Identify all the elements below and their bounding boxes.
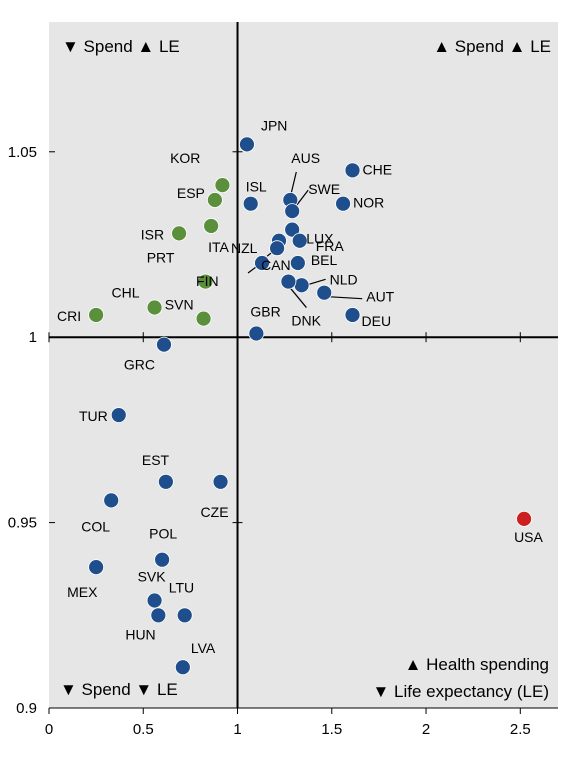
- point-lux: [284, 221, 301, 238]
- point-swe: [284, 203, 301, 220]
- point-label-tur: TUR: [79, 408, 108, 424]
- point-label-fin: FIN: [196, 273, 219, 289]
- point-cri: [88, 307, 105, 323]
- point-grc: [156, 336, 172, 353]
- point-nor: [335, 195, 351, 212]
- point-label-aus: AUS: [291, 150, 320, 166]
- point-label-jpn: JPN: [261, 117, 287, 133]
- point-label-deu: DEU: [362, 313, 392, 329]
- point-label-gbr: GBR: [250, 303, 280, 319]
- point-label-pol: POL: [149, 526, 177, 542]
- y-tick-label: 1.05: [8, 144, 37, 161]
- point-label-can: CAN: [261, 257, 291, 273]
- point-label-svn: SVN: [165, 297, 194, 313]
- point-label-chl: CHL: [112, 285, 140, 301]
- quadrant-label-top-left: ▼ Spend ▲ LE: [62, 37, 180, 56]
- point-mex: [88, 559, 105, 575]
- x-tick-label: 0.5: [133, 721, 154, 738]
- point-label-nor: NOR: [353, 195, 384, 211]
- point-jpn: [239, 136, 255, 153]
- point-hun: [150, 607, 167, 624]
- point-label-che: CHE: [363, 161, 393, 177]
- point-prt: [197, 273, 214, 290]
- tick-labels: 0 0.5 1 1.5 2 2.5 0.9 0.95 1 1.05: [8, 144, 531, 738]
- point-label-esp: ESP: [177, 185, 205, 201]
- point-ltu: [176, 607, 193, 624]
- point-label-nld: NLD: [330, 271, 358, 287]
- y-tick-label: 0.95: [8, 515, 37, 532]
- point-esp: [206, 192, 223, 208]
- point-label-fra: FRA: [316, 238, 345, 254]
- point-ita: [203, 218, 220, 234]
- x-tick-label: 2: [422, 721, 430, 738]
- point-label-aut: AUT: [366, 289, 394, 305]
- x-tick-label: 1: [233, 721, 241, 738]
- point-label-kor: KOR: [170, 150, 200, 166]
- x-tick-label: 0: [45, 721, 53, 738]
- point-label-cri: CRI: [57, 308, 81, 324]
- legend-health-spending: ▲ Health spending: [405, 655, 549, 674]
- point-label-grc: GRC: [124, 357, 155, 373]
- point-svn: [195, 310, 212, 327]
- point-label-dnk: DNK: [291, 313, 321, 329]
- point-label-lux: LUX: [306, 231, 334, 247]
- point-fra: [291, 232, 308, 249]
- x-tick-label: 1.5: [321, 721, 342, 738]
- data-points: [88, 136, 532, 676]
- point-nld: [293, 277, 310, 294]
- point-dnk: [280, 273, 297, 290]
- legend-life-expectancy: ▼ Life expectancy (LE): [372, 682, 549, 701]
- point-usa: [516, 510, 532, 527]
- point-col: [103, 492, 120, 509]
- point-label-hun: HUN: [125, 626, 155, 642]
- point-bel: [289, 255, 306, 271]
- point-pol: [154, 551, 171, 568]
- leader-line-aut: [328, 296, 363, 300]
- point-labels: JPN KOR ESP ISR ITA PRT CHL SVN CRI ISL AUS SWE CHE N…: [57, 117, 544, 656]
- point-label-isl: ISL: [246, 179, 267, 195]
- point-label-lva: LVA: [191, 640, 216, 656]
- quadrant-label-top-right: ▲ Spend ▲ LE: [433, 37, 551, 56]
- point-gbr: [248, 325, 265, 342]
- point-label-prt: PRT: [147, 250, 175, 266]
- point-isr: [171, 225, 187, 242]
- point-label-cze: CZE: [201, 504, 229, 520]
- point-label-bel: BEL: [311, 252, 338, 268]
- point-isl: [242, 195, 259, 212]
- point-label-ltu: LTU: [169, 579, 194, 595]
- point-label-mex: MEX: [67, 584, 98, 600]
- point-est: [157, 473, 174, 490]
- point-deu: [344, 307, 361, 323]
- y-tick-label: 1: [29, 329, 37, 346]
- point-label-usa: USA: [514, 529, 543, 545]
- plot-background: [49, 22, 558, 708]
- x-tick-label: 2.5: [510, 721, 531, 738]
- point-can: [269, 240, 286, 257]
- point-label-swe: SWE: [308, 181, 340, 197]
- point-label-ita: ITA: [208, 239, 229, 255]
- quadrant-labels: ▼ Spend ▲ LE ▲ Spend ▲ LE ▼ Spend ▼ LE ▲…: [60, 37, 551, 701]
- point-label-svk: SVK: [138, 568, 167, 584]
- point-lva: [174, 659, 191, 676]
- point-fin: [254, 255, 270, 271]
- point-label-est: EST: [142, 452, 170, 468]
- point-cze: [212, 473, 229, 490]
- point-tur: [110, 407, 127, 423]
- point-kor: [214, 177, 231, 194]
- point-label-col: COL: [81, 518, 110, 534]
- point-svk: [146, 592, 163, 609]
- point-label-isr: ISR: [141, 226, 164, 242]
- y-tick-label: 0.9: [16, 700, 37, 717]
- point-label-nzl: NZL: [231, 240, 258, 256]
- axes: [48, 22, 558, 714]
- point-chl: [146, 299, 163, 316]
- point-aut: [316, 284, 333, 301]
- quadrant-label-bottom-left: ▼ Spend ▼ LE: [60, 680, 178, 699]
- point-che: [344, 162, 361, 179]
